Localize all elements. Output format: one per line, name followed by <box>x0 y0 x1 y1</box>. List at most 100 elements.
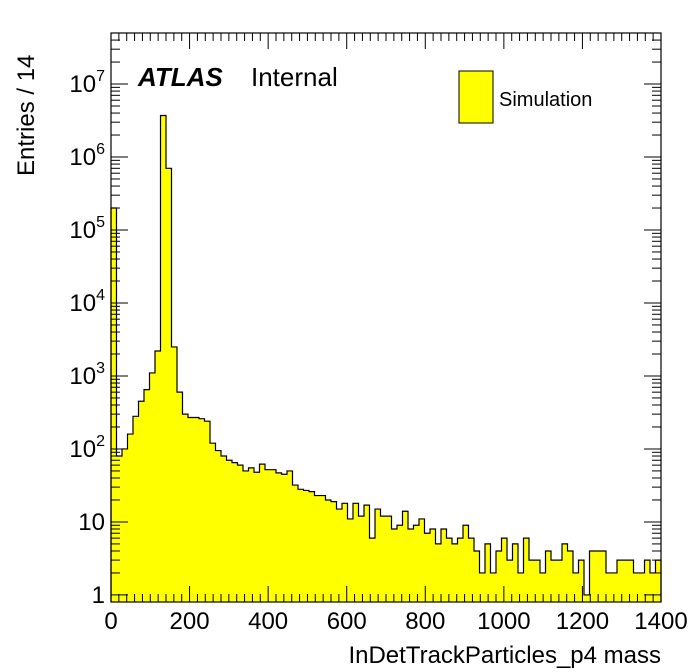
histogram-bin <box>567 550 573 602</box>
histogram-outline <box>110 114 662 602</box>
histogram-bin <box>276 472 282 602</box>
histogram-bin <box>298 489 304 602</box>
histogram-bin <box>622 560 628 602</box>
histogram-bin <box>391 529 397 602</box>
histogram-bin <box>380 516 386 602</box>
histogram-bin <box>584 594 590 602</box>
histogram-bin <box>221 456 227 602</box>
histogram-bin <box>149 372 155 602</box>
x-tick-label: 200 <box>170 608 210 635</box>
histogram-bin <box>237 465 243 602</box>
histogram-bin <box>270 469 276 602</box>
histogram-bin <box>254 472 260 602</box>
histogram-bin <box>551 560 557 602</box>
x-axis-title: InDetTrackParticles_p4 mass <box>348 642 661 669</box>
histogram-bin <box>210 443 216 602</box>
x-tick-label: 0 <box>104 608 117 635</box>
y-axis-title: Entries / 14 <box>13 55 40 176</box>
histogram-bin <box>226 460 232 602</box>
histogram-bin <box>419 518 425 602</box>
histogram-bin <box>155 350 161 602</box>
histogram-bin <box>204 421 210 602</box>
x-tick-labels: 0 200 400 600 800 1000 1200 1400 <box>104 608 687 635</box>
histogram-bin <box>265 469 271 602</box>
histogram-bin <box>122 448 128 602</box>
histogram-bin <box>232 462 238 602</box>
histogram-bin <box>171 346 177 602</box>
histogram-bin <box>512 543 518 602</box>
histogram-bin <box>353 503 359 602</box>
x-tick-label: 800 <box>405 608 445 635</box>
histogram-bin <box>485 543 491 602</box>
histogram-bin <box>529 560 535 602</box>
histogram-bin <box>628 560 634 602</box>
x-tick-label: 1200 <box>556 608 609 635</box>
histogram-bin <box>606 572 612 602</box>
atlas-label: ATLAS <box>137 62 223 92</box>
histogram-bin <box>331 501 337 602</box>
histogram-bin <box>303 490 309 602</box>
histogram-bin <box>215 450 221 602</box>
histogram-bin <box>523 538 529 602</box>
histogram-bin <box>199 418 205 602</box>
histogram-bin <box>166 168 172 602</box>
histogram-bars <box>110 114 662 603</box>
legend: Simulation <box>458 70 592 124</box>
legend-label-simulation: Simulation <box>499 89 592 111</box>
histogram-bin <box>182 414 188 602</box>
histogram-bin <box>375 509 381 602</box>
histogram-bin <box>424 533 430 602</box>
histogram-bin <box>578 560 584 602</box>
histogram-bin <box>160 115 166 603</box>
histogram-bin <box>364 505 370 602</box>
histogram-bin <box>325 499 331 602</box>
histogram-bin <box>573 572 579 602</box>
histogram-bin <box>446 538 452 602</box>
histogram-bin <box>188 417 194 602</box>
histogram-bin <box>138 401 144 602</box>
histogram-bin <box>457 538 463 602</box>
y-tick-label: 105 <box>69 214 105 244</box>
histogram-bin <box>540 572 546 602</box>
histogram-bin <box>633 572 639 602</box>
histogram-bin <box>243 470 249 602</box>
histogram-bin <box>259 464 265 602</box>
histogram-bin <box>534 560 540 602</box>
histogram-bin <box>507 560 513 602</box>
y-tick-labels: 1 10 102 103 104 105 106 107 <box>69 68 105 609</box>
y-tick-label: 107 <box>69 68 105 98</box>
histogram-bin <box>248 467 254 602</box>
histogram-bin <box>408 529 414 602</box>
y-tick-label: 103 <box>69 360 105 390</box>
x-tick-label: 1000 <box>477 608 530 635</box>
histogram-bin <box>144 389 150 602</box>
x-tick-label: 400 <box>248 608 288 635</box>
internal-label: Internal <box>251 62 338 92</box>
histogram-bin <box>452 543 458 602</box>
histogram-bin <box>611 572 617 602</box>
histogram-bin <box>501 538 507 602</box>
histogram-bin <box>490 572 496 602</box>
y-tick-label: 10 <box>78 509 105 536</box>
histogram-bin <box>479 572 485 602</box>
histogram-bin <box>463 525 469 602</box>
histogram-bin <box>287 470 293 602</box>
histogram-bin <box>441 529 447 602</box>
histogram-bin <box>402 511 408 602</box>
histogram-bin <box>177 392 183 602</box>
histogram-bin <box>617 560 623 602</box>
histogram-bin <box>600 550 606 602</box>
histogram-bin <box>562 543 568 602</box>
legend-swatch <box>458 70 494 124</box>
y-tick-label: 1 <box>92 582 105 609</box>
histogram-bin <box>496 550 502 602</box>
histogram-bin <box>133 416 139 602</box>
histogram-bin <box>336 509 342 602</box>
histogram-bin <box>281 474 287 602</box>
histogram-bin <box>292 485 298 602</box>
axis-ticks <box>110 32 662 602</box>
histogram-bin <box>639 572 645 602</box>
histogram-bin <box>655 560 661 602</box>
histogram-bin <box>468 538 474 602</box>
histogram-bin <box>386 516 392 602</box>
